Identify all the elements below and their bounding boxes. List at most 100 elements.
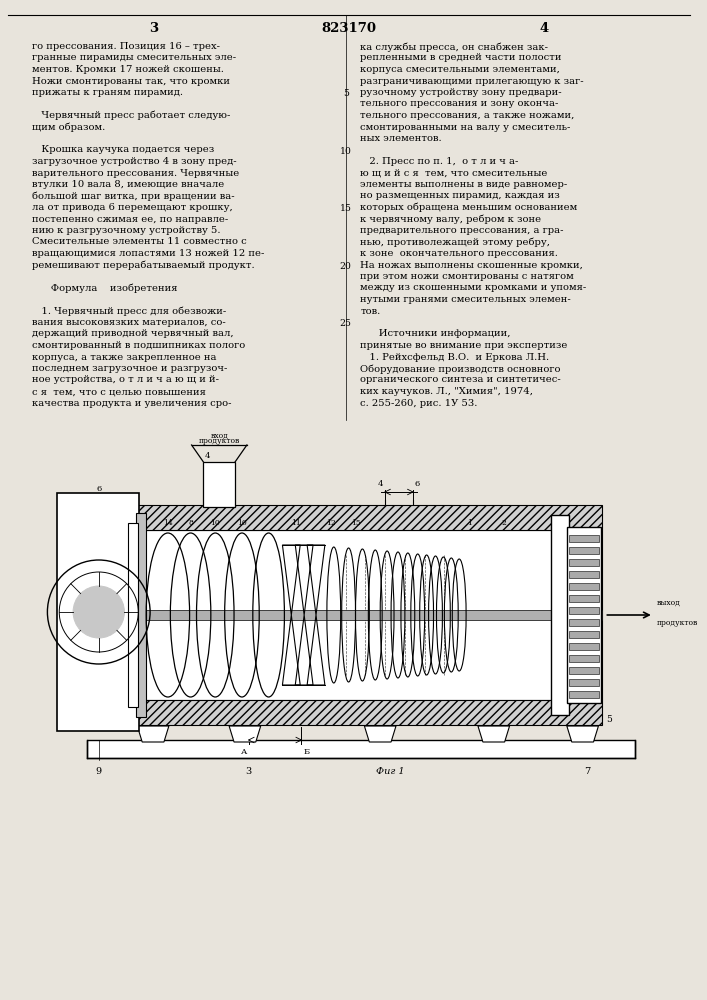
Text: продуктов: продуктов <box>199 437 240 445</box>
Text: щим образом.: щим образом. <box>32 122 105 132</box>
Bar <box>569 619 600 626</box>
Text: 10: 10 <box>211 519 220 527</box>
Bar <box>569 583 600 590</box>
Text: ремешивают перерабатываемый продукт.: ремешивают перерабатываемый продукт. <box>32 260 255 270</box>
Text: но размещенных пирамид, каждая из: но размещенных пирамид, каждая из <box>361 192 560 200</box>
Bar <box>57 493 139 731</box>
Text: ю щ и й с я  тем, что смесительные: ю щ и й с я тем, что смесительные <box>361 168 548 178</box>
Text: держащий приводной червячный вал,: держащий приводной червячный вал, <box>32 330 233 338</box>
Text: качества продукта и увеличения сро-: качества продукта и увеличения сро- <box>32 398 231 408</box>
Bar <box>569 559 600 566</box>
Text: 1. Рейхсфельд В.О.  и Еркова Л.Н.: 1. Рейхсфельд В.О. и Еркова Л.Н. <box>361 353 549 361</box>
Text: выход: выход <box>657 599 681 607</box>
Text: нью, противолежащей этому ребру,: нью, противолежащей этому ребру, <box>361 237 551 247</box>
Text: вания высоковязких материалов, со-: вания высоковязких материалов, со- <box>32 318 226 327</box>
Bar <box>139 700 602 725</box>
Text: На ножах выполнены скошенные кромки,: На ножах выполнены скошенные кромки, <box>361 260 583 269</box>
Text: 1: 1 <box>467 519 472 527</box>
Polygon shape <box>137 726 169 742</box>
Text: 10: 10 <box>339 147 351 156</box>
Text: Б: Б <box>303 748 309 756</box>
Text: тельного прессования, а также ножами,: тельного прессования, а также ножами, <box>361 111 575 120</box>
Text: Смесительные элементы 11 совместно с: Смесительные элементы 11 совместно с <box>32 237 246 246</box>
Text: 5: 5 <box>607 716 612 724</box>
Text: корпуса смесительными элементами,: корпуса смесительными элементами, <box>361 65 561 74</box>
Bar <box>569 667 600 674</box>
Text: 6: 6 <box>96 485 101 493</box>
Text: варительного прессования. Червячные: варительного прессования. Червячные <box>32 168 239 178</box>
Bar <box>569 571 600 578</box>
Text: 8: 8 <box>188 519 193 527</box>
Bar <box>204 462 235 507</box>
Text: А: А <box>240 748 247 756</box>
Bar <box>569 643 600 650</box>
Text: 2: 2 <box>501 519 506 527</box>
Text: разграничивающими прилегающую к заг-: разграничивающими прилегающую к заг- <box>361 77 584 86</box>
Bar <box>139 505 602 530</box>
Text: предварительного прессования, а гра-: предварительного прессования, а гра- <box>361 226 564 235</box>
Text: Червячный пресс работает следую-: Червячный пресс работает следую- <box>32 111 230 120</box>
Text: с я  тем, что с целью повышения: с я тем, что с целью повышения <box>32 387 206 396</box>
Text: 11: 11 <box>291 519 301 527</box>
Text: Крошка каучука подается через: Крошка каучука подается через <box>32 145 214 154</box>
Bar <box>569 535 600 542</box>
Bar <box>139 530 602 700</box>
Text: ных элементов.: ных элементов. <box>361 134 442 143</box>
Text: 12: 12 <box>326 519 336 527</box>
Bar <box>569 595 600 602</box>
Bar <box>136 513 146 717</box>
Bar <box>551 515 569 715</box>
Text: Источники информации,: Источники информации, <box>361 330 511 338</box>
Text: к зоне  окончательного прессования.: к зоне окончательного прессования. <box>361 249 559 258</box>
Bar <box>569 655 600 662</box>
Text: смонтированный в подшипниках полого: смонтированный в подшипниках полого <box>32 341 245 350</box>
Text: 823170: 823170 <box>322 21 377 34</box>
Text: 3: 3 <box>149 21 158 34</box>
Text: 10: 10 <box>237 519 247 527</box>
Text: вращающимися лопастями 13 ножей 12 пе-: вращающимися лопастями 13 ножей 12 пе- <box>32 249 264 258</box>
Text: смонтированными на валу у смеситель-: смонтированными на валу у смеситель- <box>361 122 571 131</box>
Text: прижаты к граням пирамид.: прижаты к граням пирамид. <box>32 88 182 97</box>
Polygon shape <box>567 726 598 742</box>
Text: 7: 7 <box>585 768 590 776</box>
Text: 15: 15 <box>339 204 351 213</box>
Bar <box>139 610 602 620</box>
Text: 3: 3 <box>246 768 252 776</box>
Text: рузочному устройству зону предвари-: рузочному устройству зону предвари- <box>361 88 562 97</box>
Text: ка службы пресса, он снабжен зак-: ка службы пресса, он снабжен зак- <box>361 42 549 51</box>
Text: 4: 4 <box>204 452 210 460</box>
Text: 1. Червячный пресс для обезвожи-: 1. Червячный пресс для обезвожи- <box>32 306 226 316</box>
Text: при этом ножи смонтированы с натягом: при этом ножи смонтированы с натягом <box>361 272 574 281</box>
Bar <box>567 527 602 703</box>
Polygon shape <box>229 726 261 742</box>
Text: 2. Пресс по п. 1,  о т л и ч а-: 2. Пресс по п. 1, о т л и ч а- <box>361 157 519 166</box>
Bar <box>569 679 600 686</box>
Text: Формула    изобретения: Формула изобретения <box>32 284 177 293</box>
Text: гранные пирамиды смесительных эле-: гранные пирамиды смесительных эле- <box>32 53 235 62</box>
Text: ментов. Кромки 17 ножей скошены.: ментов. Кромки 17 ножей скошены. <box>32 65 223 74</box>
Text: элементы выполнены в виде равномер-: элементы выполнены в виде равномер- <box>361 180 568 189</box>
Text: нию к разгрузочному устройству 5.: нию к разгрузочному устройству 5. <box>32 226 220 235</box>
Text: тельного прессования и зону оконча-: тельного прессования и зону оконча- <box>361 100 559 108</box>
Text: нутыми гранями смесительных элемен-: нутыми гранями смесительных элемен- <box>361 295 571 304</box>
Text: 9: 9 <box>95 768 102 776</box>
Polygon shape <box>364 726 396 742</box>
Text: 4: 4 <box>540 21 549 34</box>
Bar <box>569 607 600 614</box>
Text: большой шаг витка, при вращении ва-: большой шаг витка, при вращении ва- <box>32 192 234 201</box>
Text: втулки 10 вала 8, имеющие вначале: втулки 10 вала 8, имеющие вначале <box>32 180 224 189</box>
Bar <box>569 631 600 638</box>
Text: 6: 6 <box>414 480 419 488</box>
Text: репленными в средней части полости: репленными в средней части полости <box>361 53 562 62</box>
Text: к червячному валу, ребром к зоне: к червячному валу, ребром к зоне <box>361 215 542 224</box>
Circle shape <box>73 586 124 638</box>
Text: последнем загрузочное и разгрузоч-: последнем загрузочное и разгрузоч- <box>32 364 227 373</box>
Text: Ножи смонтированы так, что кромки: Ножи смонтированы так, что кромки <box>32 77 230 86</box>
Text: принятые во внимание при экспертизе: принятые во внимание при экспертизе <box>361 341 568 350</box>
Text: 25: 25 <box>339 319 351 328</box>
Text: 4: 4 <box>378 480 383 488</box>
Bar <box>87 740 635 758</box>
Text: постепенно сжимая ее, по направле-: постепенно сжимая ее, по направле- <box>32 215 228 224</box>
Text: ное устройства, о т л и ч а ю щ и й-: ное устройства, о т л и ч а ю щ и й- <box>32 375 218 384</box>
Polygon shape <box>478 726 510 742</box>
